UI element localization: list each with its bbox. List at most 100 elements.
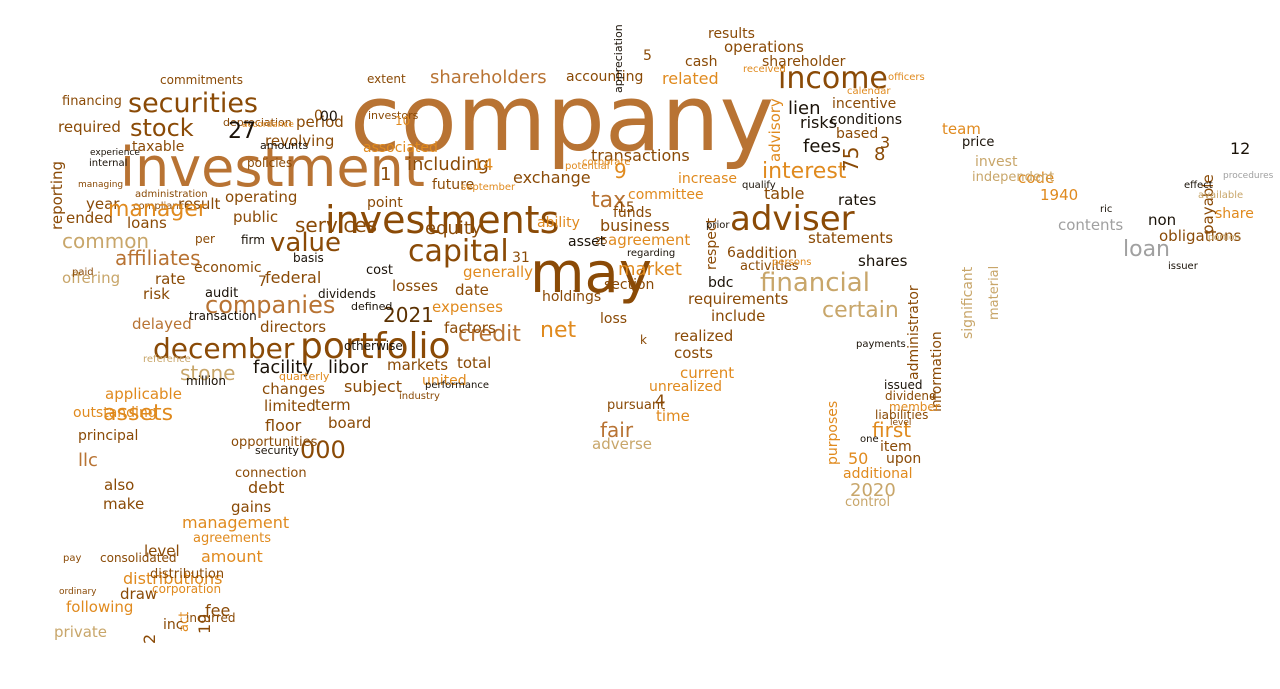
cloud-word-purposes: purposes — [825, 401, 841, 465]
cloud-word-qualify: qualify — [742, 180, 776, 191]
cloud-word-make: make — [103, 495, 144, 513]
cloud-word-adviser: adviser — [730, 199, 855, 239]
cloud-word-capital: capital — [408, 234, 509, 269]
cloud-word-financing: financing — [62, 94, 122, 109]
cloud-word-operations: operations — [724, 38, 804, 56]
cloud-word-incentive: incentive — [832, 96, 896, 112]
cloud-word-extent: extent — [367, 72, 406, 86]
cloud-word-table: table — [764, 184, 805, 203]
cloud-word-funds: funds — [613, 205, 652, 221]
cloud-word-year: year — [86, 195, 120, 213]
cloud-word-offering: offering — [62, 269, 120, 287]
cloud-word-expenses: expenses — [432, 298, 503, 316]
cloud-word-following: following — [66, 598, 133, 616]
cloud-word-1940: 1940 — [1040, 186, 1078, 204]
cloud-word-manager: manager — [108, 197, 208, 222]
cloud-word-amount: amount — [201, 547, 263, 566]
cloud-word-27: 27 — [228, 119, 256, 144]
cloud-word-ability: ability — [537, 215, 580, 231]
cloud-word-available: available — [1198, 190, 1243, 201]
cloud-word-obligations: obligations — [1159, 227, 1241, 245]
cloud-word-lien: lien — [788, 98, 820, 119]
cloud-word-basis: basis — [293, 251, 324, 265]
cloud-word-reporting: reporting — [48, 161, 66, 230]
cloud-word-per: per — [195, 232, 215, 246]
cloud-word-stone: stone — [180, 361, 235, 385]
cloud-word-subject: subject — [344, 377, 402, 396]
cloud-word-incurred: incurred — [186, 611, 236, 625]
cloud-word-share: share — [1215, 206, 1254, 222]
cloud-word-3: 3 — [880, 133, 890, 152]
cloud-word-otherwise: otherwise — [344, 339, 403, 353]
cloud-word-addition: addition — [736, 244, 797, 262]
cloud-word-private: private — [54, 623, 107, 641]
cloud-word-firm: firm — [241, 233, 265, 247]
cloud-word-loan: loan — [1123, 237, 1170, 262]
cloud-word-15: 15 — [617, 200, 635, 216]
cloud-word-principal: principal — [78, 428, 138, 444]
cloud-word-25: 25 — [595, 236, 608, 247]
cloud-word-risk: risk — [143, 285, 170, 303]
cloud-word-limited: limited — [264, 397, 316, 415]
cloud-word-based: based — [836, 126, 878, 142]
cloud-word-policies: policies — [247, 156, 292, 170]
cloud-word-amounts: amounts — [260, 139, 308, 152]
cloud-word-cost: cost — [366, 263, 393, 278]
cloud-word-performance: performance — [425, 380, 489, 391]
cloud-word-persons: persons — [772, 257, 812, 268]
cloud-word-associated: associated — [363, 140, 438, 156]
cloud-word-bdc: bdc — [708, 275, 733, 291]
cloud-word-rates: rates — [838, 191, 876, 209]
cloud-word-services: services — [295, 213, 377, 237]
cloud-word-prior: prior — [706, 220, 730, 231]
cloud-word-exchange: exchange — [513, 168, 591, 187]
cloud-word-december: december — [153, 332, 295, 365]
cloud-word-9: 9 — [614, 159, 627, 183]
cloud-word-payable: payable — [1199, 174, 1217, 234]
cloud-word-debt: debt — [248, 478, 284, 497]
cloud-word-economic: economic — [194, 260, 262, 276]
cloud-word-corporate: corporate — [582, 157, 631, 168]
cloud-word-administrator: administrator — [906, 285, 922, 380]
cloud-word-defined: defined — [351, 300, 392, 313]
cloud-word-total: total — [457, 354, 491, 372]
cloud-word-investments: investments — [325, 198, 559, 242]
cloud-word-shareholders: shareholders — [430, 67, 547, 88]
cloud-word-7: 7 — [258, 274, 267, 290]
cloud-word-agreements: agreements — [193, 531, 271, 546]
cloud-word-respect: respect — [704, 217, 720, 270]
cloud-word-2: 2 — [140, 634, 159, 644]
cloud-word-5: 5 — [643, 48, 652, 64]
cloud-word-commitments: commitments — [160, 73, 243, 87]
cloud-word-2021: 2021 — [383, 303, 434, 327]
cloud-word-transaction: transaction — [189, 309, 257, 323]
cloud-word-fee: fee — [205, 601, 230, 620]
cloud-word-adverse: adverse — [592, 435, 652, 453]
cloud-word-time: time — [656, 407, 690, 425]
cloud-word-calendar: calendar — [847, 86, 891, 97]
cloud-word-portfolio: portfolio — [300, 326, 451, 367]
cloud-word-audit: audit — [205, 286, 238, 301]
cloud-word-also: also — [104, 476, 134, 494]
cloud-word-consolidated: consolidated — [100, 551, 176, 565]
cloud-word-revolving: revolving — [265, 132, 334, 150]
cloud-word-tax: tax — [591, 188, 626, 213]
cloud-word-activities: activities — [740, 259, 799, 274]
cloud-word-term: term — [315, 396, 351, 414]
cloud-word-dividends: dividends — [318, 287, 376, 301]
cloud-word-000: 000 — [300, 436, 346, 464]
cloud-word-act: act — [177, 612, 192, 632]
cloud-word-losses: losses — [392, 277, 438, 295]
cloud-word-accounting: accounting — [566, 69, 643, 85]
cloud-word-facility: facility — [253, 357, 313, 378]
cloud-word-operating: operating — [225, 188, 297, 206]
cloud-word-loans: loans — [127, 214, 167, 232]
cloud-word-compliance: compliance — [133, 201, 190, 212]
cloud-word-management: management — [182, 513, 289, 532]
cloud-word-00: 00 — [320, 109, 338, 125]
cloud-word-companies: companies — [205, 291, 335, 319]
cloud-word-requirements: requirements — [688, 290, 789, 308]
cloud-word-non: non — [1148, 211, 1176, 229]
cloud-word-distributions: distributions — [123, 569, 223, 588]
cloud-word-19: 19 — [195, 614, 214, 634]
